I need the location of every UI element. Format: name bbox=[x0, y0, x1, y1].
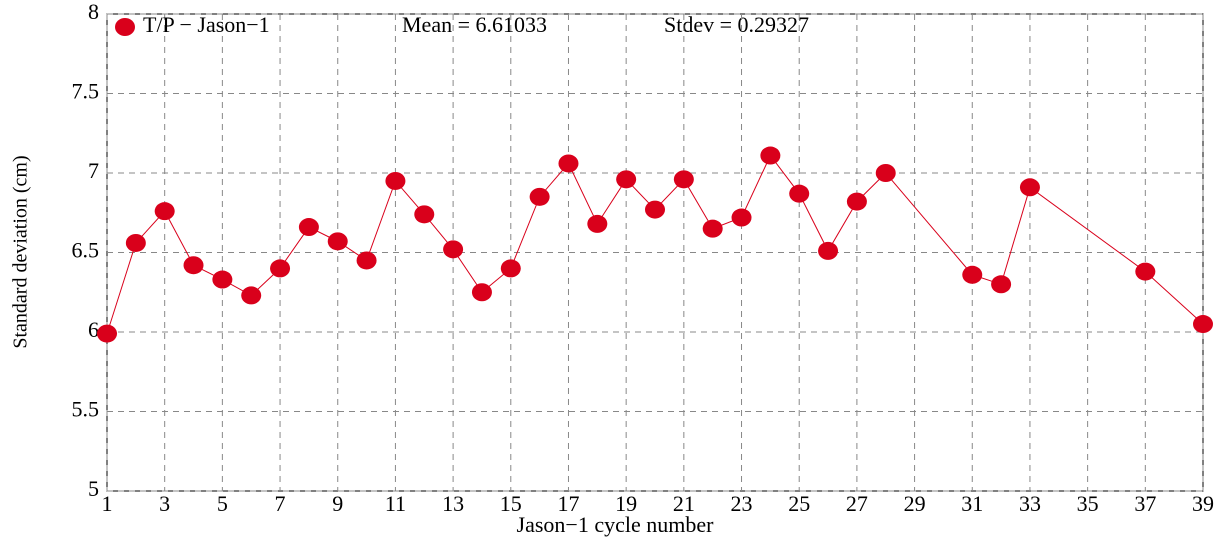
x-tick-label: 19 bbox=[615, 491, 637, 516]
data-point bbox=[356, 251, 377, 270]
data-point bbox=[1019, 178, 1040, 197]
data-point bbox=[97, 324, 117, 343]
data-point bbox=[645, 200, 665, 219]
data-point bbox=[443, 240, 464, 259]
annotation: Stdev = 0.29327 bbox=[664, 12, 809, 37]
data-point bbox=[529, 187, 550, 206]
data-point bbox=[760, 146, 781, 165]
x-tick-label: 25 bbox=[788, 491, 810, 516]
x-tick-label: 39 bbox=[1192, 491, 1214, 516]
data-point bbox=[414, 205, 435, 224]
x-tick-label: 27 bbox=[846, 491, 868, 516]
data-point bbox=[1193, 315, 1213, 334]
data-point bbox=[962, 265, 983, 284]
data-point bbox=[471, 283, 492, 302]
x-tick-label: 15 bbox=[500, 491, 522, 516]
x-tick-label: 7 bbox=[275, 491, 286, 516]
x-tick-label: 9 bbox=[332, 491, 343, 516]
data-point bbox=[991, 275, 1012, 294]
y-tick-label: 8 bbox=[88, 0, 99, 24]
data-point bbox=[846, 192, 867, 211]
x-tick-label: 23 bbox=[731, 491, 753, 516]
legend-marker bbox=[115, 18, 135, 36]
data-point bbox=[789, 184, 810, 203]
data-point bbox=[183, 256, 204, 275]
x-tick-label: 33 bbox=[1019, 491, 1041, 516]
x-tick-label: 17 bbox=[557, 491, 579, 516]
data-point bbox=[270, 259, 291, 278]
data-point bbox=[731, 208, 752, 227]
y-tick-label: 5.5 bbox=[72, 397, 100, 422]
data-point bbox=[702, 219, 723, 238]
data-point bbox=[818, 241, 839, 260]
y-tick-label: 6 bbox=[88, 317, 99, 342]
legend-label: T/P − Jason−1 bbox=[143, 12, 270, 37]
data-point bbox=[327, 232, 348, 251]
data-point bbox=[875, 164, 896, 182]
x-tick-label: 29 bbox=[904, 491, 926, 516]
series-line bbox=[106, 154, 1204, 334]
data-point bbox=[298, 218, 319, 237]
y-tick-label: 6.5 bbox=[72, 238, 100, 263]
data-point bbox=[385, 171, 406, 190]
x-tick-label: 3 bbox=[159, 491, 170, 516]
x-tick-label: 13 bbox=[442, 491, 464, 516]
data-point bbox=[241, 286, 262, 305]
x-tick-label: 11 bbox=[385, 491, 406, 516]
plot-frame bbox=[106, 13, 1204, 492]
x-axis-label: Jason−1 cycle number bbox=[517, 512, 715, 537]
data-point bbox=[154, 202, 175, 221]
x-tick-label: 31 bbox=[961, 491, 983, 516]
data-point bbox=[212, 270, 233, 289]
data-point bbox=[587, 214, 608, 233]
data-point bbox=[125, 233, 146, 252]
y-tick-label: 5 bbox=[88, 476, 99, 501]
data-point bbox=[558, 154, 579, 173]
data-point bbox=[673, 170, 694, 189]
data-point bbox=[616, 170, 637, 189]
x-tick-label: 21 bbox=[673, 491, 695, 516]
annotation: Mean = 6.61033 bbox=[402, 12, 547, 37]
x-tick-label: 35 bbox=[1077, 491, 1099, 516]
y-axis-label: Standard deviation (cm) bbox=[10, 155, 32, 348]
data-point bbox=[1135, 262, 1156, 281]
x-tick-label: 37 bbox=[1134, 491, 1156, 516]
y-tick-label: 7 bbox=[88, 158, 99, 183]
data-point bbox=[500, 259, 521, 278]
x-tick-label: 5 bbox=[217, 491, 228, 516]
x-tick-label: 1 bbox=[102, 491, 113, 516]
y-tick-label: 7.5 bbox=[72, 79, 100, 104]
